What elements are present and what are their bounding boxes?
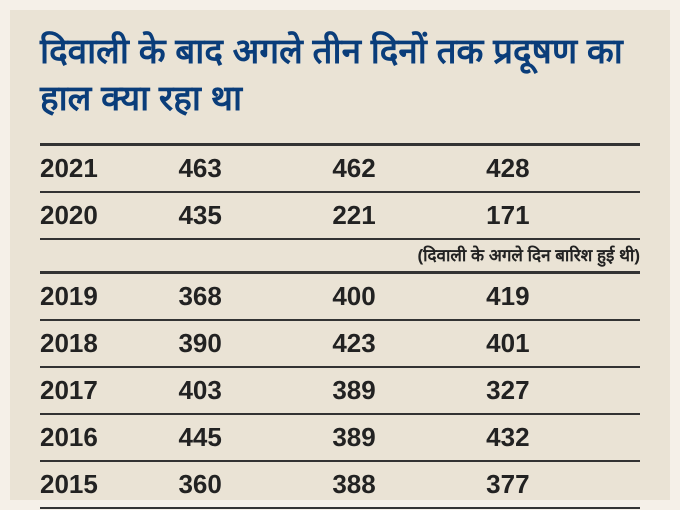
data-cell: 435 [178,200,332,231]
year-cell: 2018 [40,328,178,359]
data-cell: 327 [486,375,640,406]
year-cell: 2020 [40,200,178,231]
year-cell: 2016 [40,422,178,453]
table-row: 2016 445 389 432 [40,415,640,462]
data-cell: 171 [486,200,640,231]
year-cell: 2017 [40,375,178,406]
table-row: 2021 463 462 428 [40,143,640,193]
data-cell: 462 [332,153,486,184]
table-row: 2017 403 389 327 [40,368,640,415]
note-text: (दिवाली के अगले दिन बारिश हुई थी) [417,246,640,265]
data-cell: 360 [178,469,332,500]
table-container: दिवाली के बाद अगले तीन दिनों तक प्रदूषण … [10,10,670,500]
data-cell: 428 [486,153,640,184]
data-cell: 221 [332,200,486,231]
data-cell: 368 [178,281,332,312]
table-row: 2020 435 221 171 [40,193,640,240]
data-cell: 463 [178,153,332,184]
data-cell: 445 [178,422,332,453]
data-cell: 419 [486,281,640,312]
data-cell: 377 [486,469,640,500]
data-cell: 403 [178,375,332,406]
year-cell: 2015 [40,469,178,500]
data-cell: 389 [332,422,486,453]
table-row: 2019 368 400 419 [40,274,640,321]
data-cell: 432 [486,422,640,453]
table-row: 2018 390 423 401 [40,321,640,368]
data-cell: 389 [332,375,486,406]
data-cell: 388 [332,469,486,500]
data-cell: 401 [486,328,640,359]
data-cell: 423 [332,328,486,359]
table-row: 2015 360 388 377 [40,462,640,509]
pollution-table: 2021 463 462 428 2020 435 221 171 (दिवाल… [40,143,640,509]
year-cell: 2019 [40,281,178,312]
table-title: दिवाली के बाद अगले तीन दिनों तक प्रदूषण … [40,28,640,123]
year-cell: 2021 [40,153,178,184]
data-cell: 400 [332,281,486,312]
data-cell: 390 [178,328,332,359]
note-row: (दिवाली के अगले दिन बारिश हुई थी) [40,240,640,274]
